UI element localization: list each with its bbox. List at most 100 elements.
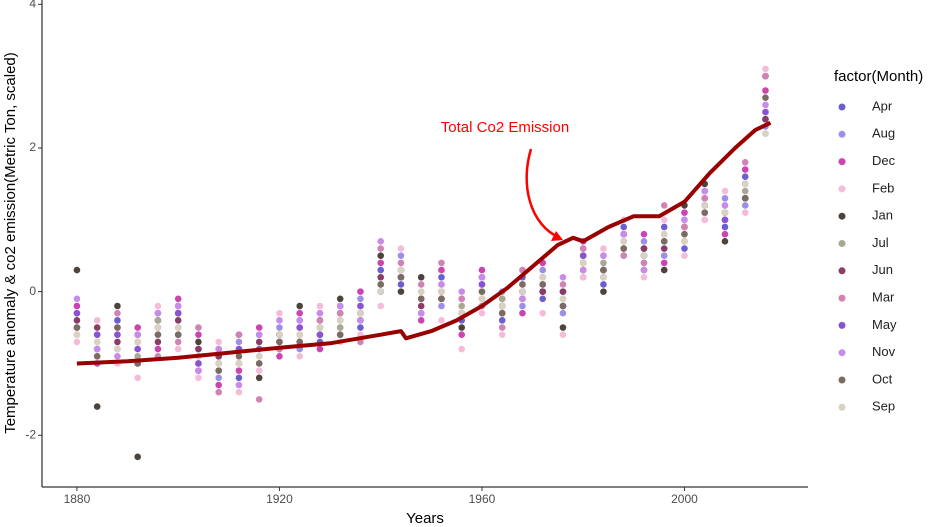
point [478, 309, 486, 317]
point [559, 302, 567, 310]
point [316, 345, 324, 353]
point [276, 338, 283, 346]
point [195, 345, 202, 353]
point [438, 288, 445, 295]
point [458, 324, 466, 331]
point [741, 194, 749, 202]
point [498, 302, 506, 310]
point [701, 216, 709, 224]
point [93, 324, 101, 331]
point [316, 324, 324, 331]
y-tick-label: 0 [29, 284, 36, 298]
point [681, 223, 688, 231]
point [397, 259, 405, 267]
point [519, 295, 526, 303]
point [681, 252, 688, 260]
point [600, 273, 607, 281]
point [478, 273, 486, 281]
point [478, 288, 486, 295]
legend-label: Oct [872, 371, 893, 386]
legend-swatch [838, 240, 846, 247]
point [154, 345, 162, 353]
legend-label: Sep [872, 399, 895, 414]
point [539, 309, 547, 317]
point [478, 295, 486, 303]
point [640, 266, 648, 274]
point [539, 266, 547, 274]
point [174, 345, 182, 353]
point [276, 309, 283, 317]
legend-swatch [838, 267, 846, 275]
point [721, 216, 729, 224]
point [276, 324, 283, 331]
point [255, 374, 263, 382]
point [296, 331, 303, 339]
point [255, 338, 263, 346]
point [640, 273, 648, 281]
point [377, 273, 385, 281]
point [195, 367, 202, 374]
point [478, 266, 486, 274]
point [134, 453, 141, 461]
point [93, 403, 101, 410]
point [762, 101, 769, 109]
point [215, 381, 222, 389]
point [93, 317, 101, 324]
point [579, 266, 587, 274]
point [357, 317, 364, 324]
point [498, 295, 506, 303]
y-tick-label: 2 [29, 140, 36, 154]
point [438, 281, 445, 288]
point [114, 338, 121, 346]
point [660, 230, 668, 238]
point [154, 324, 162, 331]
point [255, 331, 263, 339]
point [458, 331, 466, 339]
point [721, 230, 729, 238]
point [417, 309, 425, 317]
point [721, 202, 729, 209]
point [174, 295, 182, 303]
legend-label: Mar [872, 290, 895, 305]
annotation-arrowhead [551, 231, 563, 241]
point [741, 180, 749, 188]
point [235, 367, 243, 374]
point [620, 238, 628, 245]
point [73, 266, 81, 274]
point [114, 317, 121, 324]
point [397, 288, 405, 295]
legend-swatch [838, 212, 846, 220]
point [215, 360, 222, 367]
point [660, 216, 668, 224]
point [316, 331, 324, 339]
point [215, 338, 222, 346]
point [701, 209, 709, 216]
point [114, 324, 121, 331]
point [417, 317, 425, 324]
point [498, 331, 506, 339]
point [417, 288, 425, 295]
point [336, 309, 344, 317]
point [316, 317, 324, 324]
x-tick-label: 1960 [469, 492, 496, 506]
point [417, 302, 425, 310]
point [377, 259, 385, 267]
point [296, 324, 303, 331]
point [438, 295, 445, 303]
legend-label: Feb [872, 180, 894, 195]
point [154, 317, 162, 324]
point [640, 238, 648, 245]
legend-label: Jul [872, 235, 889, 250]
point [660, 223, 668, 231]
point [195, 338, 202, 346]
point [438, 273, 445, 281]
point [498, 317, 506, 324]
point [701, 194, 709, 202]
point [134, 331, 141, 339]
point [721, 223, 729, 231]
point [134, 345, 141, 353]
point [741, 202, 749, 209]
point [73, 309, 81, 317]
point [458, 295, 466, 303]
point [174, 324, 182, 331]
